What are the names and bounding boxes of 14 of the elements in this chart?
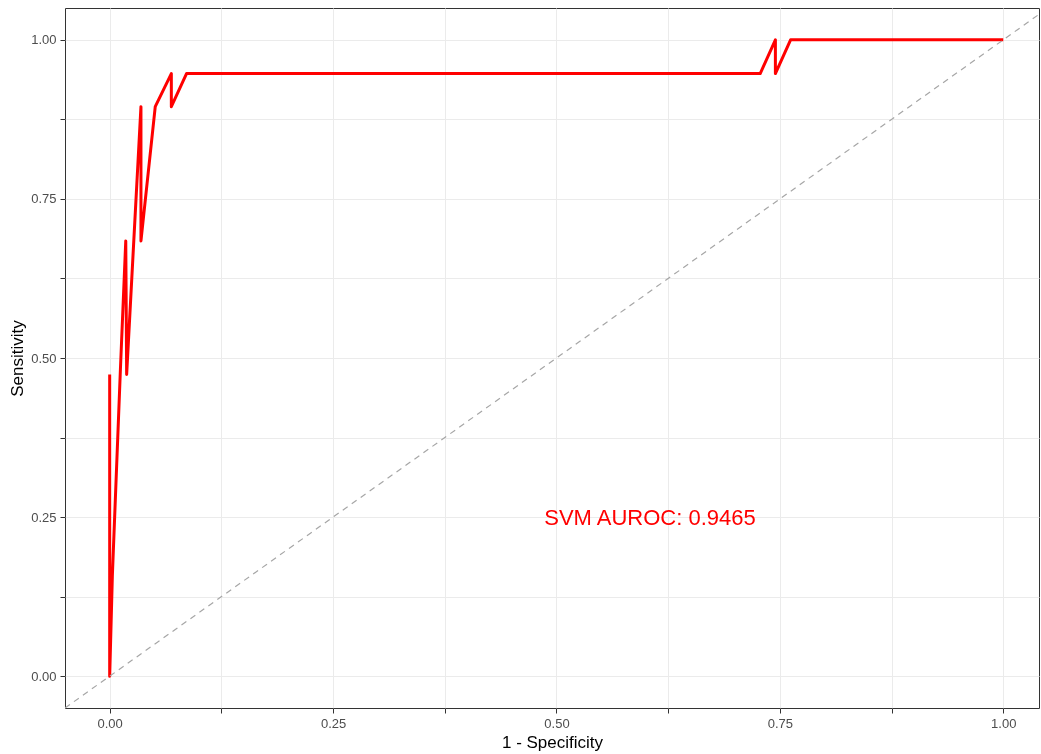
- y-tick-label: 0.50: [31, 350, 57, 366]
- x-tick-label: 0.75: [767, 715, 794, 731]
- y-tick-label: 0.25: [31, 509, 57, 525]
- x-tick-label: 0.50: [544, 715, 570, 731]
- line-series: [108, 38, 1005, 678]
- y-tick-label: 1.00: [31, 32, 57, 48]
- annotation: SVM AUROC: 0.9465: [544, 505, 756, 530]
- y-tick-label: 0.75: [31, 191, 57, 207]
- x-axis-title: 1 - Specificity: [501, 732, 604, 752]
- x-tick-label: 0.00: [97, 715, 123, 731]
- y-tick-label: 0.00: [31, 668, 57, 684]
- y-axis-title: Sensitivity: [8, 319, 28, 397]
- x-tick-label: 1.00: [991, 715, 1017, 731]
- x-tick-label: 0.25: [320, 715, 347, 731]
